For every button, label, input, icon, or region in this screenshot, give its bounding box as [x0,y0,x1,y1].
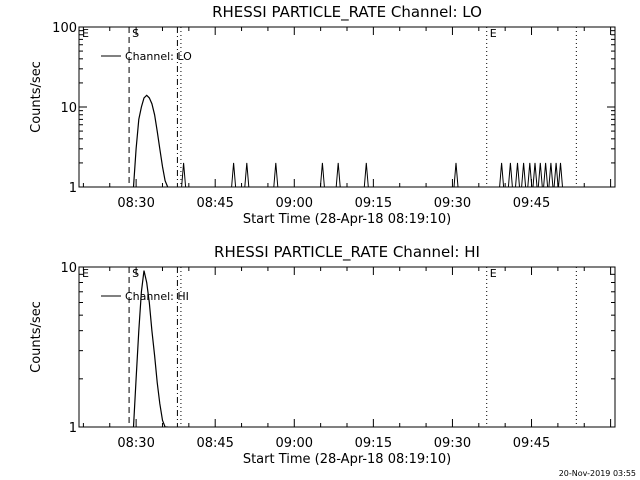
rate-spike [527,162,533,188]
x-tick-label: 08:30 [117,436,154,451]
x-tick-label: 08:45 [196,436,233,451]
rate-spike [532,162,538,188]
y-axis-label: Counts/sec [29,61,44,133]
chart-panel-1: RHESSI PARTICLE_RATE Channel: LO 1 10 100 08… [29,3,616,227]
series-line-1 [132,94,169,187]
x-tick-label: 09:15 [355,196,392,211]
y-tick-label: 100 [52,21,77,36]
x-axis-label: Start Time (28-Apr-18 08:19:10) [243,212,451,227]
x-tick-label: 09:30 [434,436,471,451]
legend-label: Channel: LO [125,50,192,63]
rate-spike [521,162,527,188]
rate-spike [543,162,549,188]
x-tick-label: 09:00 [276,196,313,211]
y-axis-label: Counts/sec [29,301,44,373]
rate-spike [453,162,459,188]
time-marker-label: E [82,267,89,280]
chart-panel-2: RHESSI PARTICLE_RATE Channel: HI 1 10 08:30… [29,243,616,467]
time-marker-label: E [490,27,497,40]
chart-title: RHESSI PARTICLE_RATE Channel: LO [212,3,482,22]
x-tick-label: 09:15 [355,436,392,451]
x-axis-label: Start Time (28-Apr-18 08:19:10) [243,452,451,467]
x-tick-label: 09:30 [434,196,471,211]
time-marker-label: E [82,27,89,40]
rate-spike [319,162,325,188]
y-tick-label: 10 [60,261,77,276]
y-tick-label: 10 [60,101,77,116]
rate-spike [244,162,250,188]
x-tick-label: 09:00 [276,436,313,451]
footer-timestamp: 20-Nov-2019 03:55 [559,469,636,478]
time-marker-label: S [132,267,139,280]
rate-spike [558,162,563,188]
rate-spike [273,162,279,188]
rate-spike [231,162,237,188]
y-tick-label: 1 [69,181,77,196]
legend-label: Channel: HI [125,290,189,303]
time-marker-label: S [132,27,139,40]
rate-spike [507,162,513,188]
x-tick-label: 08:45 [196,196,233,211]
x-tick-label: 09:45 [513,436,550,451]
rate-spike [553,162,559,188]
x-tick-label: 08:30 [117,196,154,211]
rate-spike [537,162,543,188]
rate-spike [363,162,369,188]
rate-spike [499,162,505,188]
rate-spike [181,162,187,188]
y-tick-label: 1 [69,421,77,436]
rate-spike [335,162,341,188]
x-tick-label: 09:45 [513,196,550,211]
rate-spike [548,162,554,188]
chart-title: RHESSI PARTICLE_RATE Channel: HI [214,243,480,262]
series-line-1 [132,270,168,427]
rate-spike [515,162,520,188]
time-marker-label: E [490,267,497,280]
